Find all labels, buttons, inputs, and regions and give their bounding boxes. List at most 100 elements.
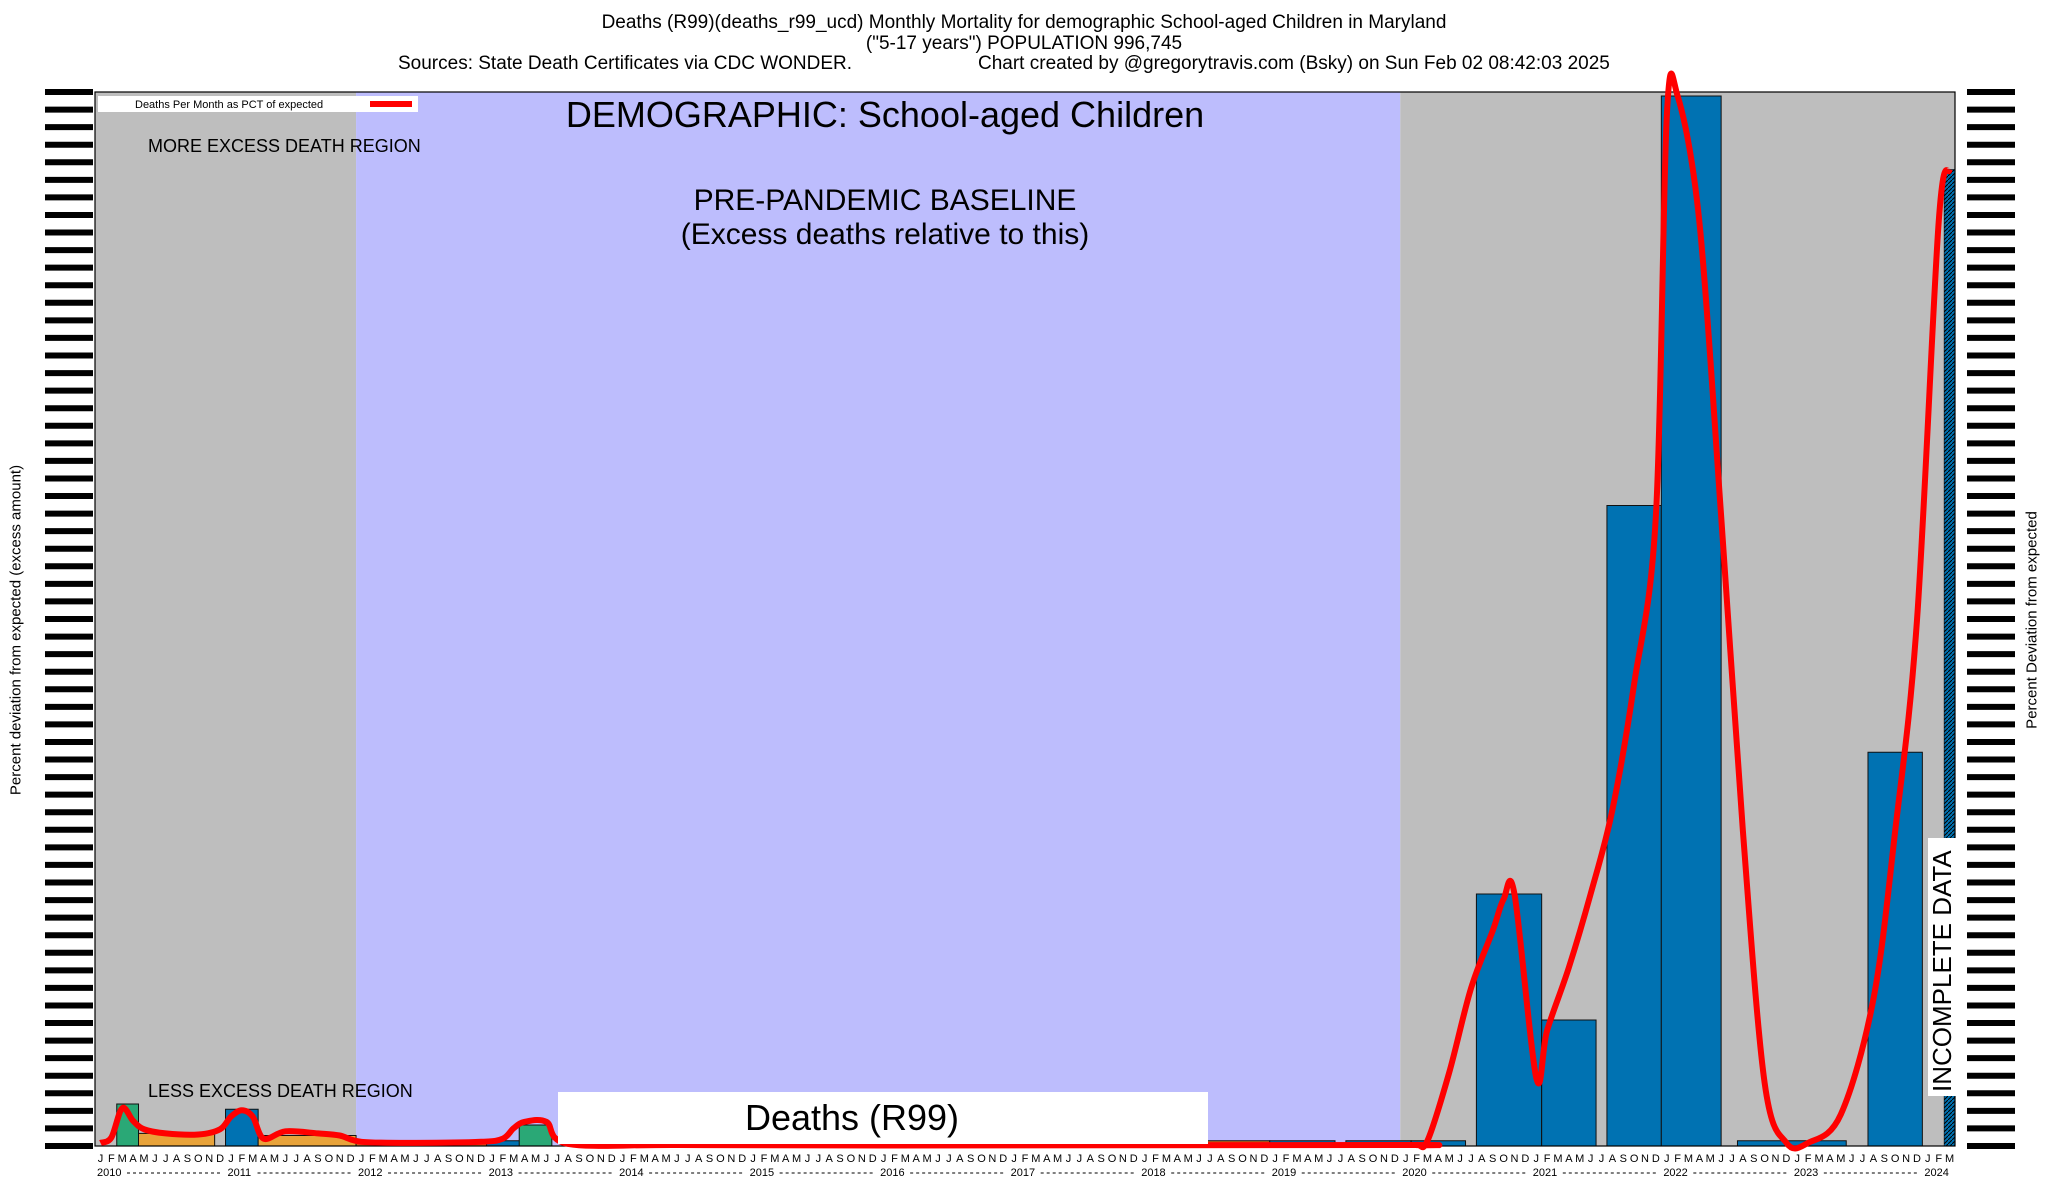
x-tick-month: M	[1575, 1153, 1584, 1165]
x-tick-month: D	[1391, 1153, 1399, 1165]
x-tick-month: J	[1664, 1153, 1670, 1165]
x-tick-month: M	[1314, 1153, 1323, 1165]
x-tick-month: J	[98, 1153, 104, 1165]
x-tick-month: F	[1283, 1153, 1290, 1165]
cause-box	[558, 1092, 1208, 1144]
x-tick-month: M	[640, 1153, 649, 1165]
x-tick-month: A	[1348, 1153, 1356, 1165]
x-tick-month: M	[1706, 1153, 1715, 1165]
x-tick-month: M	[1184, 1153, 1193, 1165]
x-tick-month: O	[1630, 1153, 1639, 1165]
x-tick-month: J	[935, 1153, 941, 1165]
x-tick-year: 2010	[97, 1167, 121, 1179]
x-tick-month: J	[1403, 1153, 1409, 1165]
x-tick-month: A	[652, 1153, 660, 1165]
chart-title-line2: ("5-17 years") POPULATION 996,745	[865, 33, 1183, 54]
x-tick-month: M	[1684, 1153, 1693, 1165]
x-tick-year: 2020	[1402, 1167, 1426, 1179]
x-tick-month: J	[359, 1153, 365, 1165]
x-tick-month: A	[1739, 1153, 1747, 1165]
x-tick-month: D	[1782, 1153, 1790, 1165]
x-tick-month: M	[248, 1153, 257, 1165]
x-tick-month: J	[1599, 1153, 1605, 1165]
x-tick-month: J	[489, 1153, 495, 1165]
x-tick-month: J	[674, 1153, 680, 1165]
x-tick-month: J	[228, 1153, 234, 1165]
x-tick-month: N	[597, 1153, 605, 1165]
x-tick-month: A	[1217, 1153, 1225, 1165]
x-tick-month: M	[1162, 1153, 1171, 1165]
x-tick-month: D	[477, 1153, 485, 1165]
x-tick-month: A	[1870, 1153, 1878, 1165]
x-tick-month: N	[1510, 1153, 1518, 1165]
x-tick-month: D	[1130, 1153, 1138, 1165]
bar-15	[1660, 95, 1722, 1147]
more-excess-label: MORE EXCESS DEATH REGION	[148, 136, 421, 156]
x-tick-month: S	[445, 1153, 452, 1165]
x-tick-month: A	[1696, 1153, 1704, 1165]
x-tick-month: O	[194, 1153, 203, 1165]
x-tick-year: 2023	[1794, 1167, 1818, 1179]
x-tick-month: D	[608, 1153, 616, 1165]
x-tick-month: M	[139, 1153, 148, 1165]
x-tick-month: J	[1066, 1153, 1072, 1165]
bar-14	[1606, 505, 1662, 1147]
x-tick-year: 2013	[489, 1167, 513, 1179]
x-tick-month: A	[1565, 1153, 1573, 1165]
x-tick-month: A	[129, 1153, 137, 1165]
x-tick-month: N	[205, 1153, 213, 1165]
x-tick-year: 2021	[1533, 1167, 1557, 1179]
x-tick-month: S	[967, 1153, 974, 1165]
region-baseline	[356, 92, 1401, 1146]
x-tick-month: D	[347, 1153, 355, 1165]
legend-label: Deaths Per Month as PCT of expected	[135, 99, 323, 111]
baseline-label-2: (Excess deaths relative to this)	[681, 218, 1090, 251]
x-tick-year: 2015	[750, 1167, 774, 1179]
x-tick-month: M	[379, 1153, 388, 1165]
x-tick-month: F	[1022, 1153, 1029, 1165]
x-tick-month: O	[1499, 1153, 1508, 1165]
x-tick-month: S	[1489, 1153, 1496, 1165]
x-tick-month: O	[1108, 1153, 1117, 1165]
x-tick-month: J	[750, 1153, 756, 1165]
x-tick-month: J	[1196, 1153, 1202, 1165]
x-tick-month: J	[805, 1153, 811, 1165]
x-tick-month: A	[782, 1153, 790, 1165]
x-tick-month: J	[1011, 1153, 1017, 1165]
x-tick-month: A	[1435, 1153, 1443, 1165]
x-tick-month: A	[260, 1153, 268, 1165]
x-tick-month: N	[1119, 1153, 1127, 1165]
x-tick-month: N	[1380, 1153, 1388, 1165]
x-tick-month: J	[1729, 1153, 1735, 1165]
x-tick-month: S	[1750, 1153, 1757, 1165]
x-tick-year: 2018	[1141, 1167, 1165, 1179]
x-tick-month: F	[1152, 1153, 1159, 1165]
x-tick-month: O	[1369, 1153, 1378, 1165]
x-tick-month: F	[1544, 1153, 1551, 1165]
x-tick-year: 2011	[228, 1167, 252, 1179]
x-tick-month: J	[1142, 1153, 1148, 1165]
x-tick-month: F	[1413, 1153, 1420, 1165]
x-tick-month: J	[555, 1153, 561, 1165]
x-tick-month: J	[1588, 1153, 1594, 1165]
incomplete-box	[1928, 838, 1956, 1096]
sources-text: Sources: State Death Certificates via CD…	[398, 53, 853, 74]
x-tick-month: A	[303, 1153, 311, 1165]
x-tick-month: J	[685, 1153, 691, 1165]
x-tick-month: O	[1760, 1153, 1769, 1165]
x-tick-month: J	[1338, 1153, 1344, 1165]
x-tick-month: N	[1249, 1153, 1257, 1165]
x-tick-month: A	[521, 1153, 529, 1165]
x-tick-month: D	[1913, 1153, 1921, 1165]
x-tick-month: A	[1174, 1153, 1182, 1165]
x-tick-month: M	[1445, 1153, 1454, 1165]
x-tick-month: D	[999, 1153, 1007, 1165]
series-line	[99, 70, 1953, 1152]
x-tick-month: M	[770, 1153, 779, 1165]
x-tick-month: D	[216, 1153, 224, 1165]
x-tick-month: F	[761, 1153, 768, 1165]
x-tick-month: O	[1891, 1153, 1900, 1165]
x-tick-month: N	[988, 1153, 996, 1165]
x-tick-year: 2024	[1924, 1167, 1948, 1179]
x-tick-month: J	[1860, 1153, 1866, 1165]
